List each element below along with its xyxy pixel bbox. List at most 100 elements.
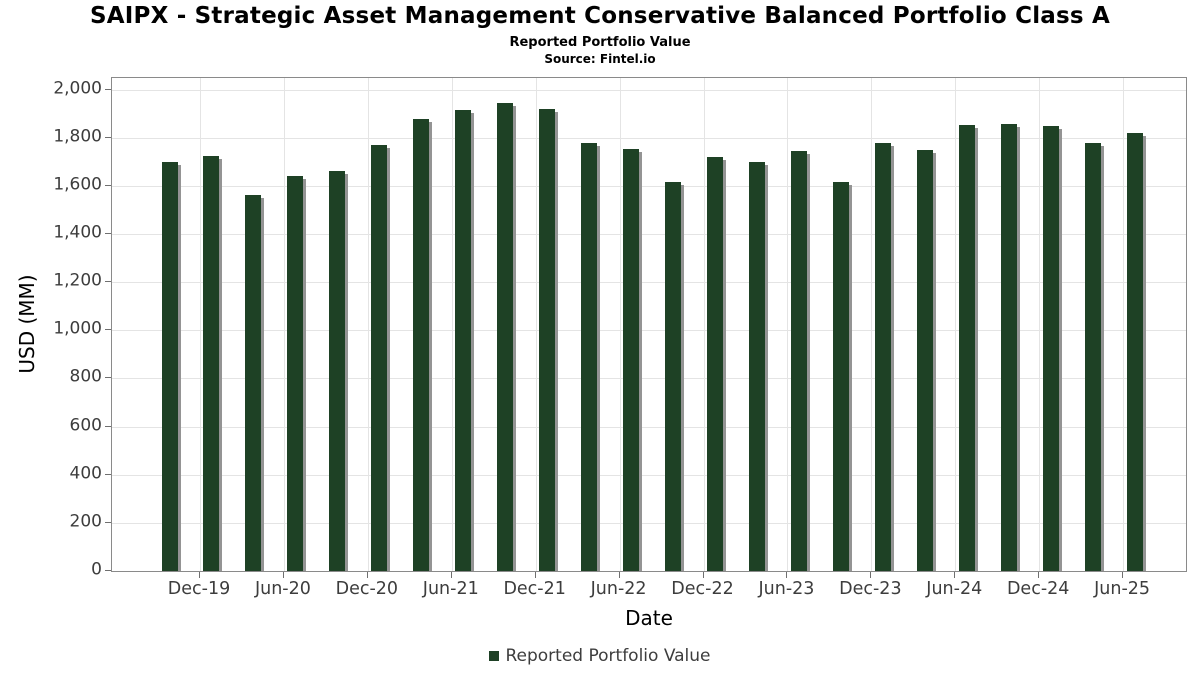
plot-area (111, 77, 1187, 572)
x-tick-label: Dec-21 (503, 579, 566, 599)
bar[interactable] (371, 145, 388, 571)
x-tick-label: Dec-23 (839, 579, 902, 599)
x-gridline (703, 78, 705, 571)
y-gridline (112, 330, 1186, 332)
y-tick-mark (105, 521, 111, 523)
bar[interactable] (455, 109, 472, 571)
x-gridline (451, 78, 453, 571)
x-tick-label: Jun-21 (422, 579, 479, 599)
bar[interactable] (329, 171, 346, 571)
bar[interactable] (161, 161, 178, 571)
x-gridline (200, 78, 201, 571)
x-tick-label: Jun-25 (1094, 579, 1151, 599)
y-gridline (112, 282, 1186, 284)
bar[interactable] (790, 150, 807, 571)
x-tick-label: Dec-19 (167, 579, 231, 599)
legend-marker-icon (489, 651, 500, 661)
bar[interactable] (245, 195, 262, 571)
x-tick-mark (1122, 572, 1124, 578)
legend: Reported Portfolio Value (0, 646, 1200, 666)
x-tick-mark (534, 572, 536, 578)
y-tick-label: 0 (91, 559, 102, 580)
bar[interactable] (748, 162, 765, 571)
x-tick-mark (870, 572, 872, 578)
y-axis-title: USD (MM) (15, 274, 39, 374)
bar[interactable] (665, 182, 682, 571)
y-tick-mark (105, 377, 111, 379)
y-gridline (112, 522, 1186, 524)
y-tick-mark (105, 473, 111, 475)
x-gridline (787, 78, 789, 571)
x-gridline (1039, 78, 1041, 571)
x-tick-mark (786, 572, 788, 578)
y-tick-mark (105, 425, 111, 427)
legend-item-label[interactable]: Reported Portfolio Value (505, 646, 711, 666)
bar[interactable] (1126, 132, 1143, 571)
x-tick-label: Jun-24 (926, 579, 983, 599)
y-tick-mark (105, 136, 111, 138)
x-tick-mark (954, 572, 956, 578)
bar[interactable] (916, 149, 933, 571)
bar[interactable] (413, 119, 430, 571)
bar[interactable] (623, 149, 640, 571)
y-tick-mark (105, 232, 111, 234)
y-tick-mark (105, 88, 111, 90)
x-tick-mark (199, 572, 200, 578)
y-tick-label: 600 (69, 415, 102, 436)
x-gridline (1123, 78, 1125, 571)
x-gridline (535, 78, 537, 571)
bar[interactable] (1000, 124, 1017, 571)
bar[interactable] (203, 156, 220, 571)
x-gridline (955, 78, 957, 571)
y-tick-label: 1,200 (53, 270, 102, 291)
y-tick-mark (105, 281, 111, 283)
chart-subtitle: Reported Portfolio Value (509, 35, 691, 50)
x-gridline (283, 78, 285, 571)
x-tick-mark (702, 572, 704, 578)
y-gridline (112, 233, 1186, 235)
x-tick-label: Dec-24 (1006, 579, 1070, 599)
bar[interactable] (958, 125, 975, 571)
x-tick-label: Jun-23 (758, 579, 815, 599)
y-tick-label: 1,400 (53, 222, 102, 243)
x-tick-label: Dec-22 (671, 579, 734, 599)
x-tick-label: Jun-20 (254, 579, 311, 599)
y-gridline (112, 185, 1186, 187)
y-tick-label: 200 (69, 511, 102, 532)
x-gridline (367, 78, 369, 571)
y-gridline (112, 474, 1186, 476)
y-tick-mark (105, 570, 111, 571)
bar[interactable] (497, 103, 514, 571)
y-tick-mark (105, 184, 111, 186)
x-tick-mark (618, 572, 620, 578)
y-tick-label: 800 (69, 367, 102, 388)
bar[interactable] (874, 143, 891, 571)
y-gridline (112, 378, 1186, 380)
y-gridline (112, 89, 1186, 91)
x-tick-label: Dec-20 (335, 579, 399, 599)
y-tick-mark (105, 329, 111, 331)
x-axis-title: Date (625, 606, 673, 630)
y-tick-label: 1,000 (53, 318, 102, 339)
x-tick-label: Jun-22 (590, 579, 647, 599)
bar[interactable] (539, 109, 556, 571)
bar[interactable] (706, 156, 723, 571)
x-gridline (619, 78, 621, 571)
chart-title: SAIPX - Strategic Asset Management Conse… (89, 3, 1111, 29)
chart-source-label: Source: Fintel.io (544, 52, 656, 66)
bar[interactable] (1042, 126, 1059, 571)
y-tick-label: 1,800 (53, 126, 102, 147)
x-tick-mark (1038, 572, 1040, 578)
x-tick-mark (450, 572, 452, 578)
bar[interactable] (1084, 143, 1101, 571)
y-tick-label: 2,000 (53, 78, 102, 99)
y-tick-label: 400 (69, 463, 102, 484)
y-gridline (112, 426, 1186, 428)
x-gridline (871, 78, 873, 571)
bar[interactable] (287, 176, 304, 571)
y-gridline (112, 137, 1186, 139)
x-tick-mark (282, 572, 284, 578)
bar[interactable] (832, 182, 849, 571)
bar[interactable] (581, 142, 598, 571)
